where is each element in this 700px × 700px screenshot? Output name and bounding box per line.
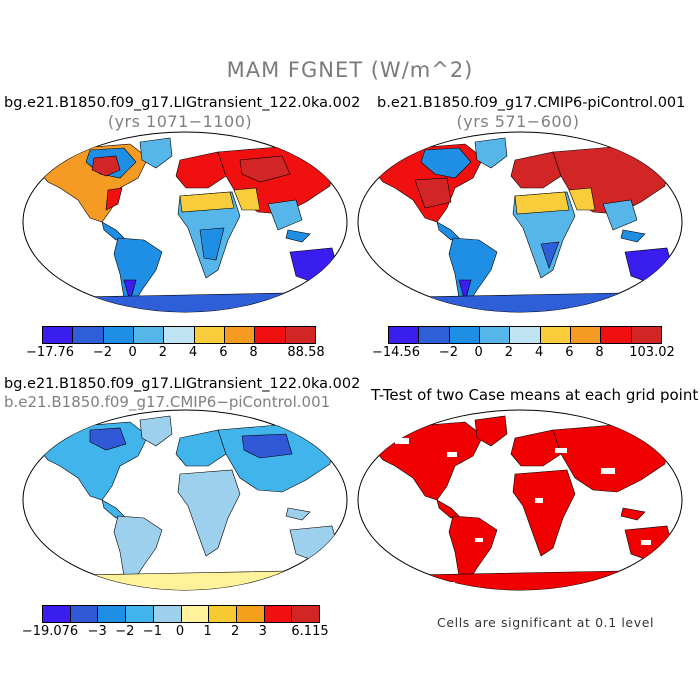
panel3-colorbar-swatch [43,606,71,622]
colorbar-tick-label: 0 [474,345,483,360]
panel3-colorbar-swatch [292,606,320,622]
panel1-colorbar [42,326,316,344]
colorbar-tick-label: 2 [231,624,240,639]
colorbar-tick-label: 3 [258,624,267,639]
panel1-colorbar-swatch [194,327,225,343]
colorbar-tick-label: 8 [249,345,258,360]
panel3-map [22,409,348,591]
africa-region [512,469,576,557]
panel1-map [22,131,348,313]
panel3-colorbar-swatch [236,606,265,622]
colorbar-tick-label: 6 [565,345,574,360]
panel3-colorbar-swatch [98,606,127,622]
panel3-case-label: bg.e21.B1850.f09_g17.LIGtransient_122.0k… [4,376,361,392]
panel2-colorbar [388,326,662,344]
panel4-map [357,409,683,591]
colorbar-tick-label: 8 [595,345,604,360]
colorbar-tick-label: 103.02 [629,345,675,360]
colorbar-tick-label: 6.115 [291,624,329,639]
africa-region [512,191,576,279]
panel1-colorbar-swatch [103,327,134,343]
panel2-years-label: (yrs 571−600) [456,112,580,131]
panel1-colorbar-swatch [73,327,104,343]
panel3-case2-label: b.e21.B1850.f09_g17.CMIP6−piControl.001 [4,393,331,411]
panel2-colorbar-swatch [631,327,661,343]
panel1-colorbar-swatch [133,327,165,343]
colorbar-tick-label: −2 [92,345,113,360]
panel2-colorbar-swatch [601,327,632,343]
panel2-case-label: b.e21.B1850.f09_g17.CMIP6-piControl.001 [377,95,686,111]
panel1-colorbar-swatch [224,327,256,343]
panel1-colorbar-swatch [255,327,286,343]
colorbar-tick-label: −17.76 [25,345,75,360]
africa-region [177,469,241,557]
colorbar-tick-label: 4 [188,345,198,360]
panel1-colorbar-swatch [164,327,195,343]
colorbar-tick-label: −3 [87,624,107,639]
panel3-colorbar [42,605,320,623]
colorbar-tick-label: 6 [219,345,228,360]
panel2-map [357,131,683,313]
panel2-colorbar-swatch [510,327,541,343]
panel2-colorbar-swatch [479,327,511,343]
panel1-years-label: (yrs 1071−1100) [107,112,253,131]
figure-title: MAM FGNET (W/m^2) [226,58,474,82]
panel1-colorbar-swatch [43,327,74,343]
panel2-colorbar-swatch [419,327,450,343]
colorbar-tick-label: −2 [438,345,459,360]
panel2-colorbar-swatch [570,327,602,343]
panel1-colorbar-swatch [285,327,315,343]
panel2-colorbar-swatch [389,327,420,343]
panel2-colorbar-swatch [449,327,480,343]
colorbar-tick-label: 88.58 [287,345,325,360]
panel3-colorbar-swatch [264,606,293,622]
colorbar-tick-label: 0 [175,624,185,639]
colorbar-tick-label: 2 [158,345,168,360]
colorbar-tick-label: −19.076 [21,624,79,639]
significance-note: Cells are significant at 0.1 level [437,615,655,630]
panel3-colorbar-swatch [70,606,99,622]
panel3-colorbar-swatch [181,606,210,622]
panel1-case-label: bg.e21.B1850.f09_g17.LIGtransient_122.0k… [4,95,361,111]
colorbar-tick-label: −14.56 [371,345,421,360]
colorbar-tick-label: 0 [128,345,137,360]
panel3-colorbar-swatch [153,606,182,622]
colorbar-tick-label: 2 [504,345,514,360]
panel3-colorbar-swatch [126,606,154,622]
panel3-colorbar-swatch [209,606,237,622]
panel4-title: T-Test of two Case means at each grid po… [371,386,699,404]
colorbar-tick-label: 4 [534,345,544,360]
colorbar-tick-label: −2 [115,624,135,639]
colorbar-tick-label: −1 [142,624,162,639]
panel2-colorbar-swatch [540,327,571,343]
colorbar-tick-label: 1 [203,624,212,639]
